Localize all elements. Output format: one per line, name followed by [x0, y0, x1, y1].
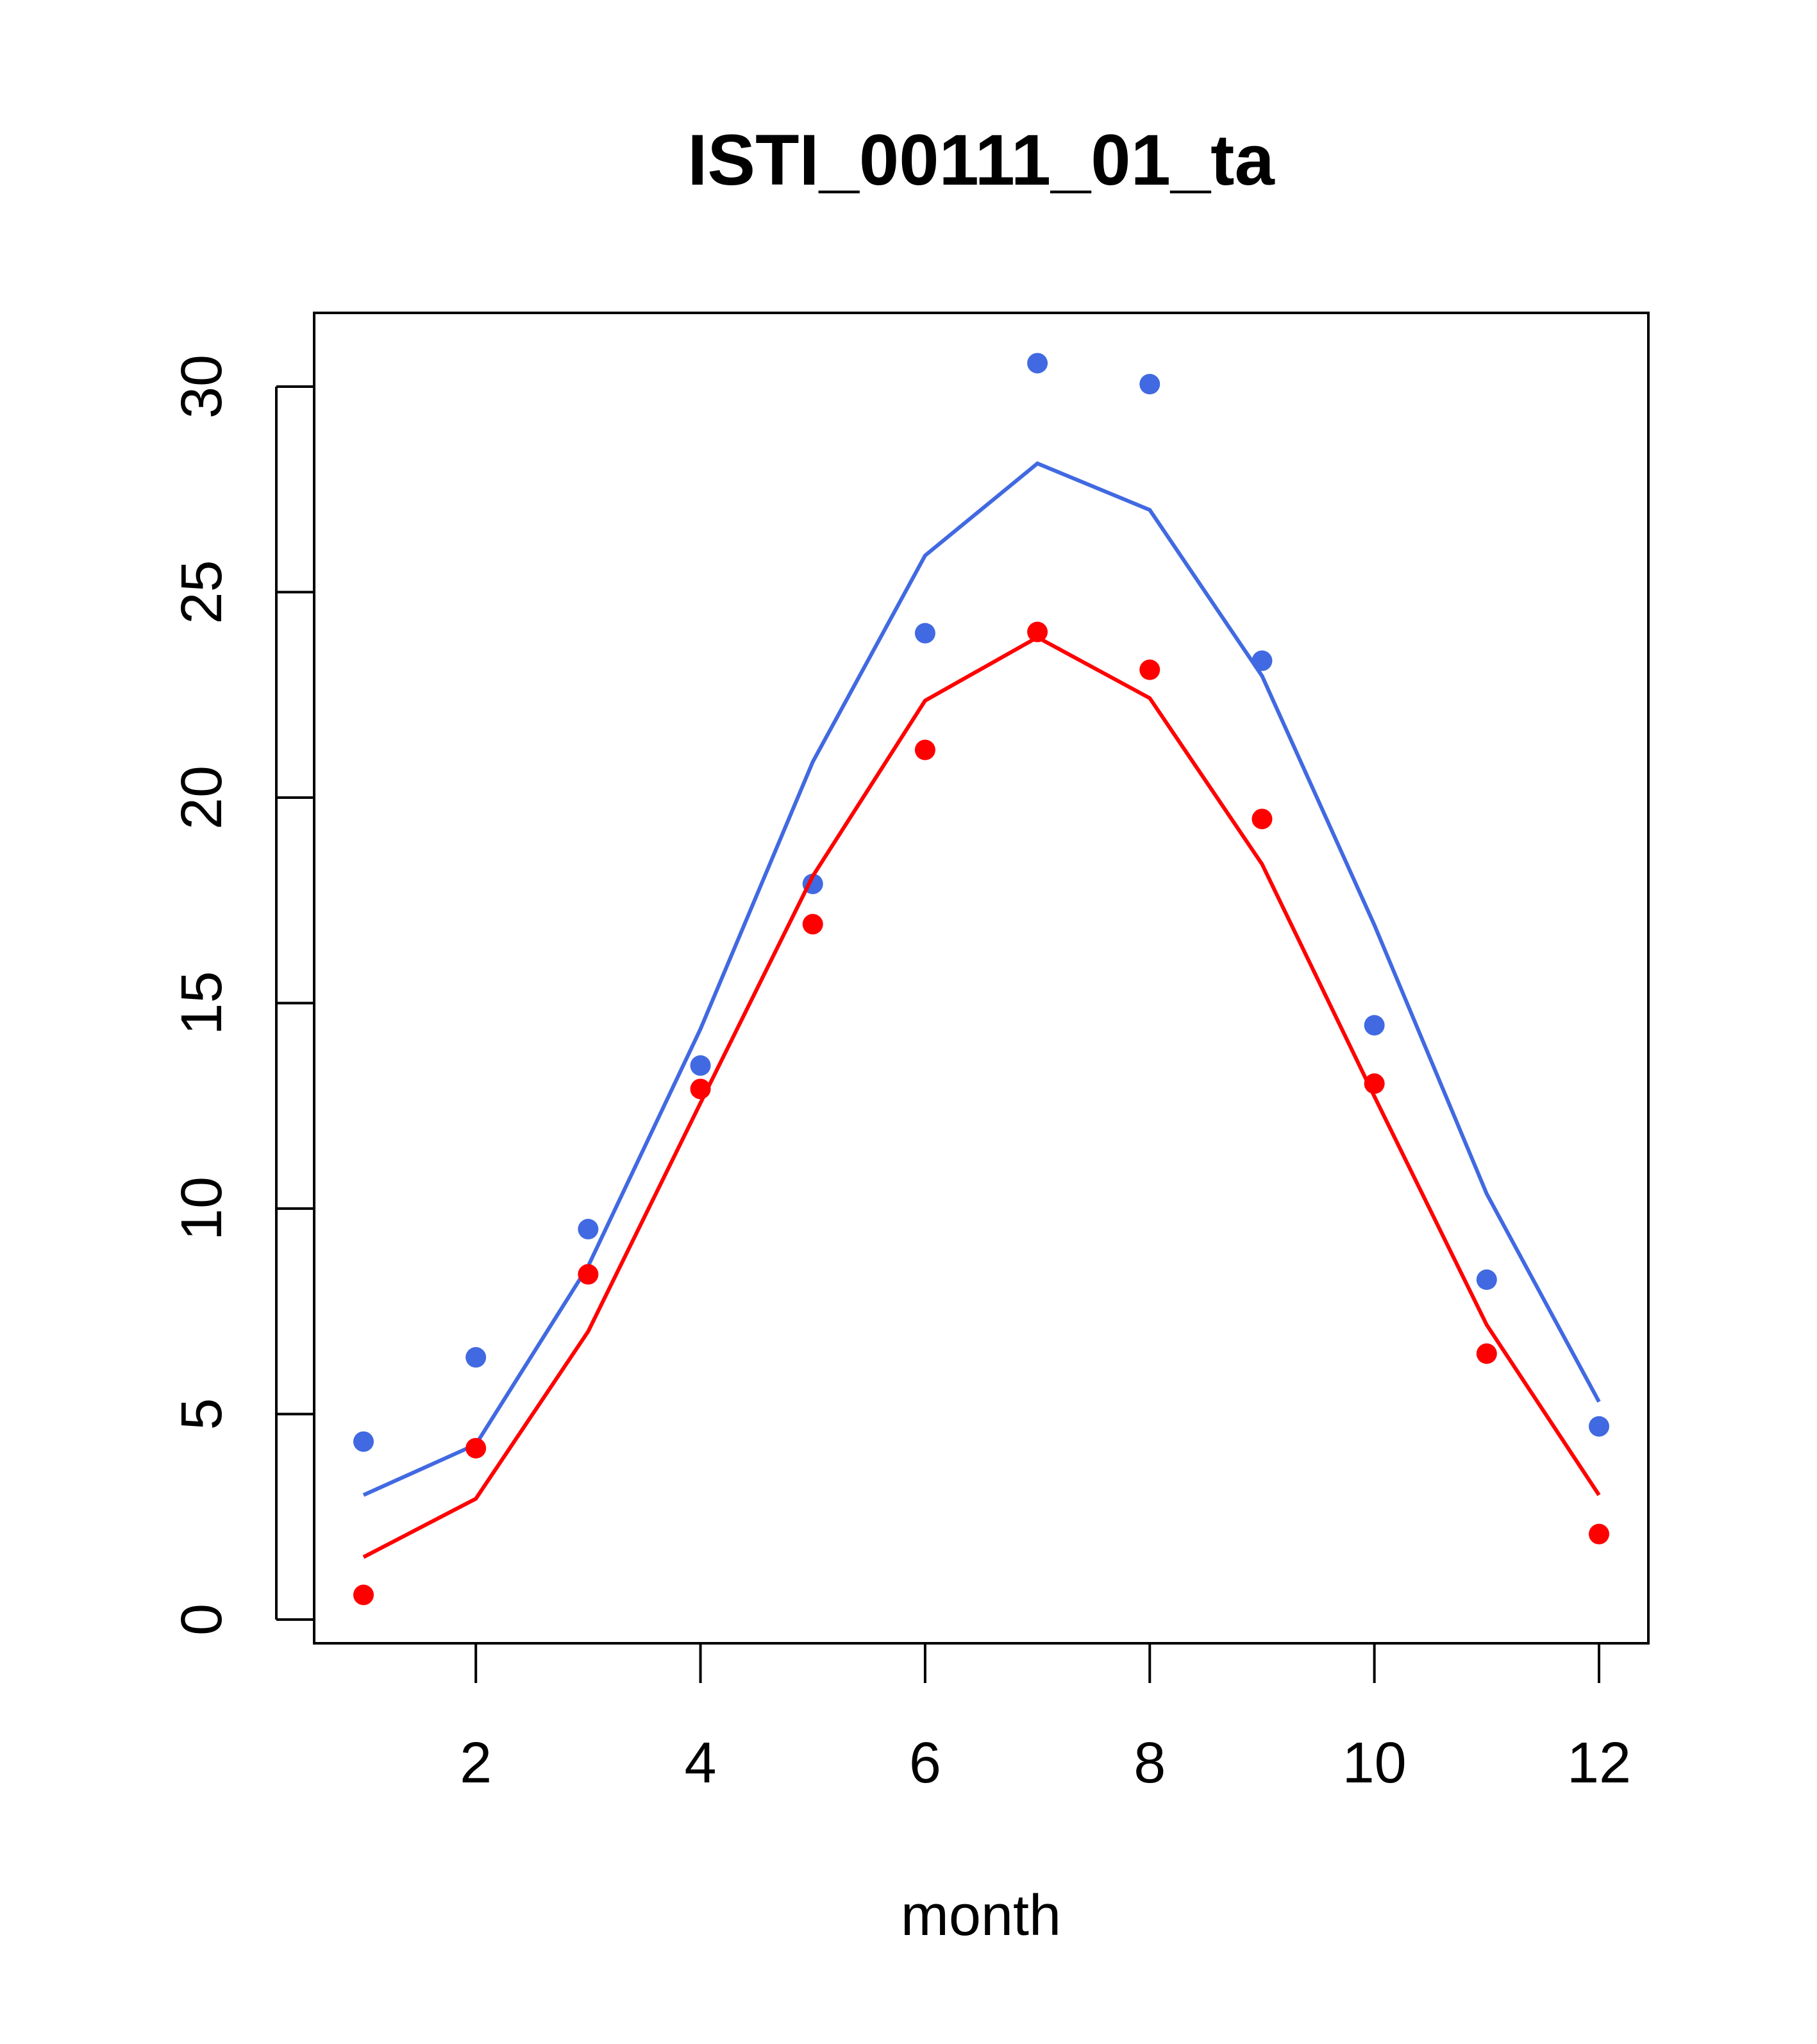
data-point — [802, 914, 823, 935]
data-point — [1476, 1269, 1497, 1290]
chart-title: ISTI_00111_01_ta — [687, 120, 1275, 200]
data-point — [1589, 1523, 1609, 1545]
series-layer — [353, 353, 1609, 1605]
red-line — [362, 635, 1601, 1559]
data-point — [1139, 374, 1160, 395]
data-point — [465, 1347, 487, 1368]
data-point — [1476, 1343, 1497, 1364]
red-points-series — [353, 621, 1609, 1605]
y-tick-label: 30 — [170, 355, 234, 419]
data-point — [690, 1055, 711, 1076]
red-line-series — [362, 635, 1601, 1559]
data-point — [1252, 808, 1273, 830]
data-point — [1027, 353, 1048, 374]
x-axis-label: month — [901, 1884, 1061, 1948]
data-point — [1364, 1015, 1385, 1036]
y-tick-label: 0 — [170, 1604, 234, 1636]
data-point — [1589, 1416, 1609, 1437]
data-point — [353, 1431, 374, 1452]
data-point — [1027, 621, 1048, 642]
blue-points-series — [353, 353, 1609, 1452]
y-tick-label: 20 — [170, 766, 234, 830]
blue-line — [362, 461, 1601, 1497]
y-tick-label: 25 — [170, 560, 234, 624]
x-tick-label: 8 — [1134, 1731, 1166, 1795]
y-axis: 0 5 10 15 20 25 30 — [170, 355, 314, 1636]
data-point — [578, 1264, 599, 1285]
x-tick-label: 4 — [685, 1731, 717, 1795]
data-point — [353, 1584, 374, 1605]
x-tick-label: 10 — [1343, 1731, 1407, 1795]
data-point — [578, 1219, 599, 1240]
x-tick-label: 6 — [909, 1731, 941, 1795]
x-tick-label: 12 — [1567, 1731, 1631, 1795]
x-tick-label: 2 — [460, 1731, 492, 1795]
data-point — [914, 623, 935, 644]
y-tick-label: 10 — [170, 1177, 234, 1241]
y-tick-label: 15 — [170, 971, 234, 1035]
data-point — [465, 1437, 487, 1459]
blue-line-series — [362, 461, 1601, 1497]
x-axis: 2 4 6 8 10 12 — [460, 1642, 1631, 1795]
data-point — [914, 739, 935, 760]
y-tick-label: 5 — [170, 1398, 234, 1430]
data-point — [1139, 659, 1160, 680]
